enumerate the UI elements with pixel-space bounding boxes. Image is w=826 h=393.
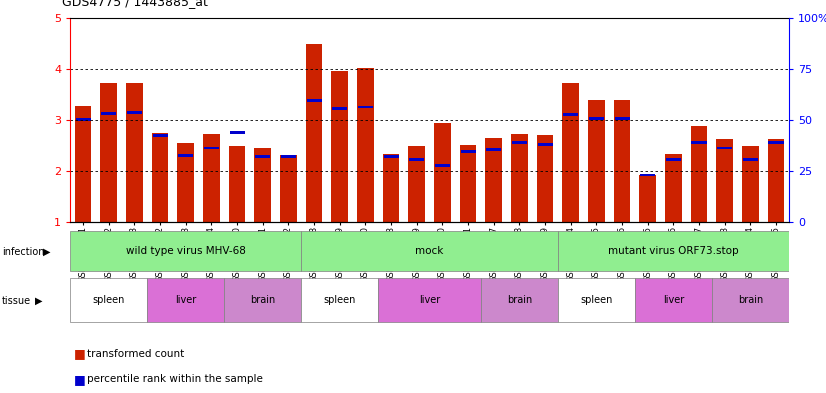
Bar — [301, 231, 558, 271]
Text: liver: liver — [175, 295, 197, 305]
Bar — [301, 279, 378, 322]
Bar — [331, 71, 348, 222]
Text: ■: ■ — [74, 347, 86, 360]
Text: brain: brain — [250, 295, 275, 305]
Bar — [487, 148, 501, 151]
Bar — [589, 118, 604, 120]
Bar — [378, 279, 481, 322]
Bar — [481, 279, 558, 322]
Bar — [280, 154, 297, 222]
Bar — [461, 150, 476, 153]
Bar — [712, 279, 789, 322]
Bar — [70, 231, 301, 271]
Bar — [537, 135, 553, 222]
Text: brain: brain — [738, 295, 763, 305]
Bar — [512, 141, 527, 144]
Bar — [558, 231, 789, 271]
Bar — [306, 99, 321, 102]
Bar — [383, 155, 398, 158]
Bar — [666, 158, 681, 161]
Bar — [230, 131, 244, 134]
Text: transformed count: transformed count — [87, 349, 184, 359]
Bar — [511, 134, 528, 222]
Bar — [102, 112, 116, 115]
Text: liver: liver — [419, 295, 440, 305]
Bar — [615, 118, 629, 120]
Bar — [74, 106, 92, 222]
Bar — [460, 145, 477, 222]
Bar — [382, 154, 399, 222]
Text: ▶: ▶ — [35, 296, 42, 306]
Bar — [538, 143, 553, 146]
Bar — [204, 147, 219, 149]
Bar — [178, 143, 194, 222]
Bar — [434, 164, 450, 167]
Bar — [716, 139, 733, 222]
Text: spleen: spleen — [580, 295, 613, 305]
Bar — [152, 132, 169, 222]
Bar — [409, 158, 425, 161]
Bar — [639, 175, 656, 222]
Bar — [126, 83, 143, 222]
Text: percentile rank within the sample: percentile rank within the sample — [87, 374, 263, 384]
Bar — [558, 279, 635, 322]
Bar — [635, 279, 712, 322]
Bar — [332, 107, 347, 110]
Bar — [281, 155, 296, 158]
Bar — [665, 154, 681, 222]
Bar — [203, 134, 220, 222]
Bar — [768, 141, 784, 144]
Bar — [434, 123, 451, 222]
Bar — [147, 279, 224, 322]
Bar — [255, 155, 270, 158]
Bar — [563, 113, 578, 116]
Text: brain: brain — [506, 295, 532, 305]
Bar — [178, 154, 193, 157]
Text: spleen: spleen — [93, 295, 125, 305]
Text: mutant virus ORF73.stop: mutant virus ORF73.stop — [608, 246, 738, 256]
Bar — [640, 174, 655, 176]
Bar — [224, 279, 301, 322]
Bar — [614, 101, 630, 222]
Bar — [717, 147, 732, 149]
Bar — [691, 141, 706, 144]
Text: tissue: tissue — [2, 296, 31, 306]
Bar — [563, 83, 579, 222]
Text: spleen: spleen — [324, 295, 356, 305]
Bar — [486, 138, 502, 222]
Bar — [357, 68, 373, 222]
Bar — [254, 148, 271, 222]
Bar — [408, 147, 425, 222]
Bar — [75, 118, 91, 121]
Bar — [743, 158, 757, 161]
Bar — [306, 44, 322, 222]
Bar — [691, 126, 707, 222]
Bar — [127, 111, 142, 114]
Bar — [153, 134, 168, 137]
Text: GDS4775 / 1443885_at: GDS4775 / 1443885_at — [62, 0, 208, 8]
Bar — [101, 83, 117, 222]
Text: infection: infection — [2, 246, 44, 257]
Text: liver: liver — [662, 295, 684, 305]
Text: wild type virus MHV-68: wild type virus MHV-68 — [126, 246, 245, 256]
Bar — [358, 106, 373, 108]
Text: ▶: ▶ — [43, 246, 50, 257]
Bar — [70, 279, 147, 322]
Bar — [229, 147, 245, 222]
Text: mock: mock — [415, 246, 444, 256]
Bar — [588, 101, 605, 222]
Text: ■: ■ — [74, 373, 86, 386]
Bar — [742, 147, 758, 222]
Bar — [767, 139, 785, 222]
